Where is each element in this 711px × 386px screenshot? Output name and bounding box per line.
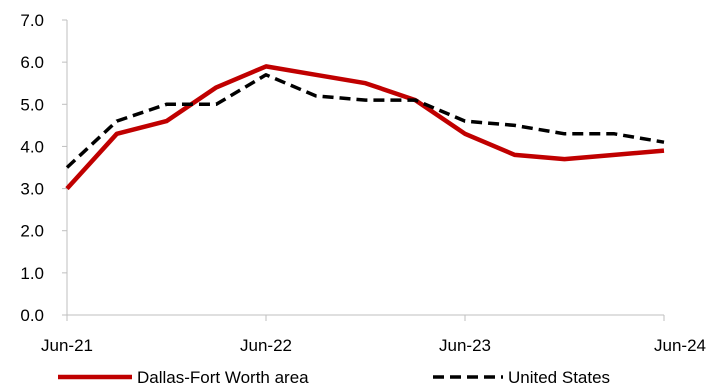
x-ticks: Jun-21 Jun-22 Jun-23 Jun-24 xyxy=(41,315,706,355)
y-tick-label: 1.0 xyxy=(20,264,44,283)
y-tick-label: 3.0 xyxy=(20,180,44,199)
legend-label-united-states: United States xyxy=(508,368,610,386)
series-lines xyxy=(65,64,665,191)
plot-area: 0.01.02.03.04.05.06.07.0 Jun-21 Jun-22 Jun… xyxy=(20,11,706,355)
y-tick-label: 7.0 xyxy=(20,11,44,30)
x-tick-label: Jun-22 xyxy=(240,336,292,355)
y-tick-label: 2.0 xyxy=(20,222,44,241)
y-tick-label: 4.0 xyxy=(20,137,44,156)
legend-label-dallas-fort-worth: Dallas-Fort Worth area xyxy=(137,368,309,386)
y-tick-label: 5.0 xyxy=(20,95,44,114)
x-tick-label: Jun-23 xyxy=(439,336,491,355)
y-tick-label: 0.0 xyxy=(20,306,44,325)
y-tick-label: 6.0 xyxy=(20,53,44,72)
x-tick-label: Jun-24 xyxy=(654,336,706,355)
x-tick-label: Jun-21 xyxy=(41,336,93,355)
series-line-dallas-fort-worth-area xyxy=(65,64,665,191)
y-ticks: 0.0 1.0 2.0 3.0 4.0 5.0 6.0 7.0 xyxy=(20,11,67,325)
series-line-united-states xyxy=(65,73,665,169)
legend: Dallas-Fort Worth area United States xyxy=(58,368,610,386)
